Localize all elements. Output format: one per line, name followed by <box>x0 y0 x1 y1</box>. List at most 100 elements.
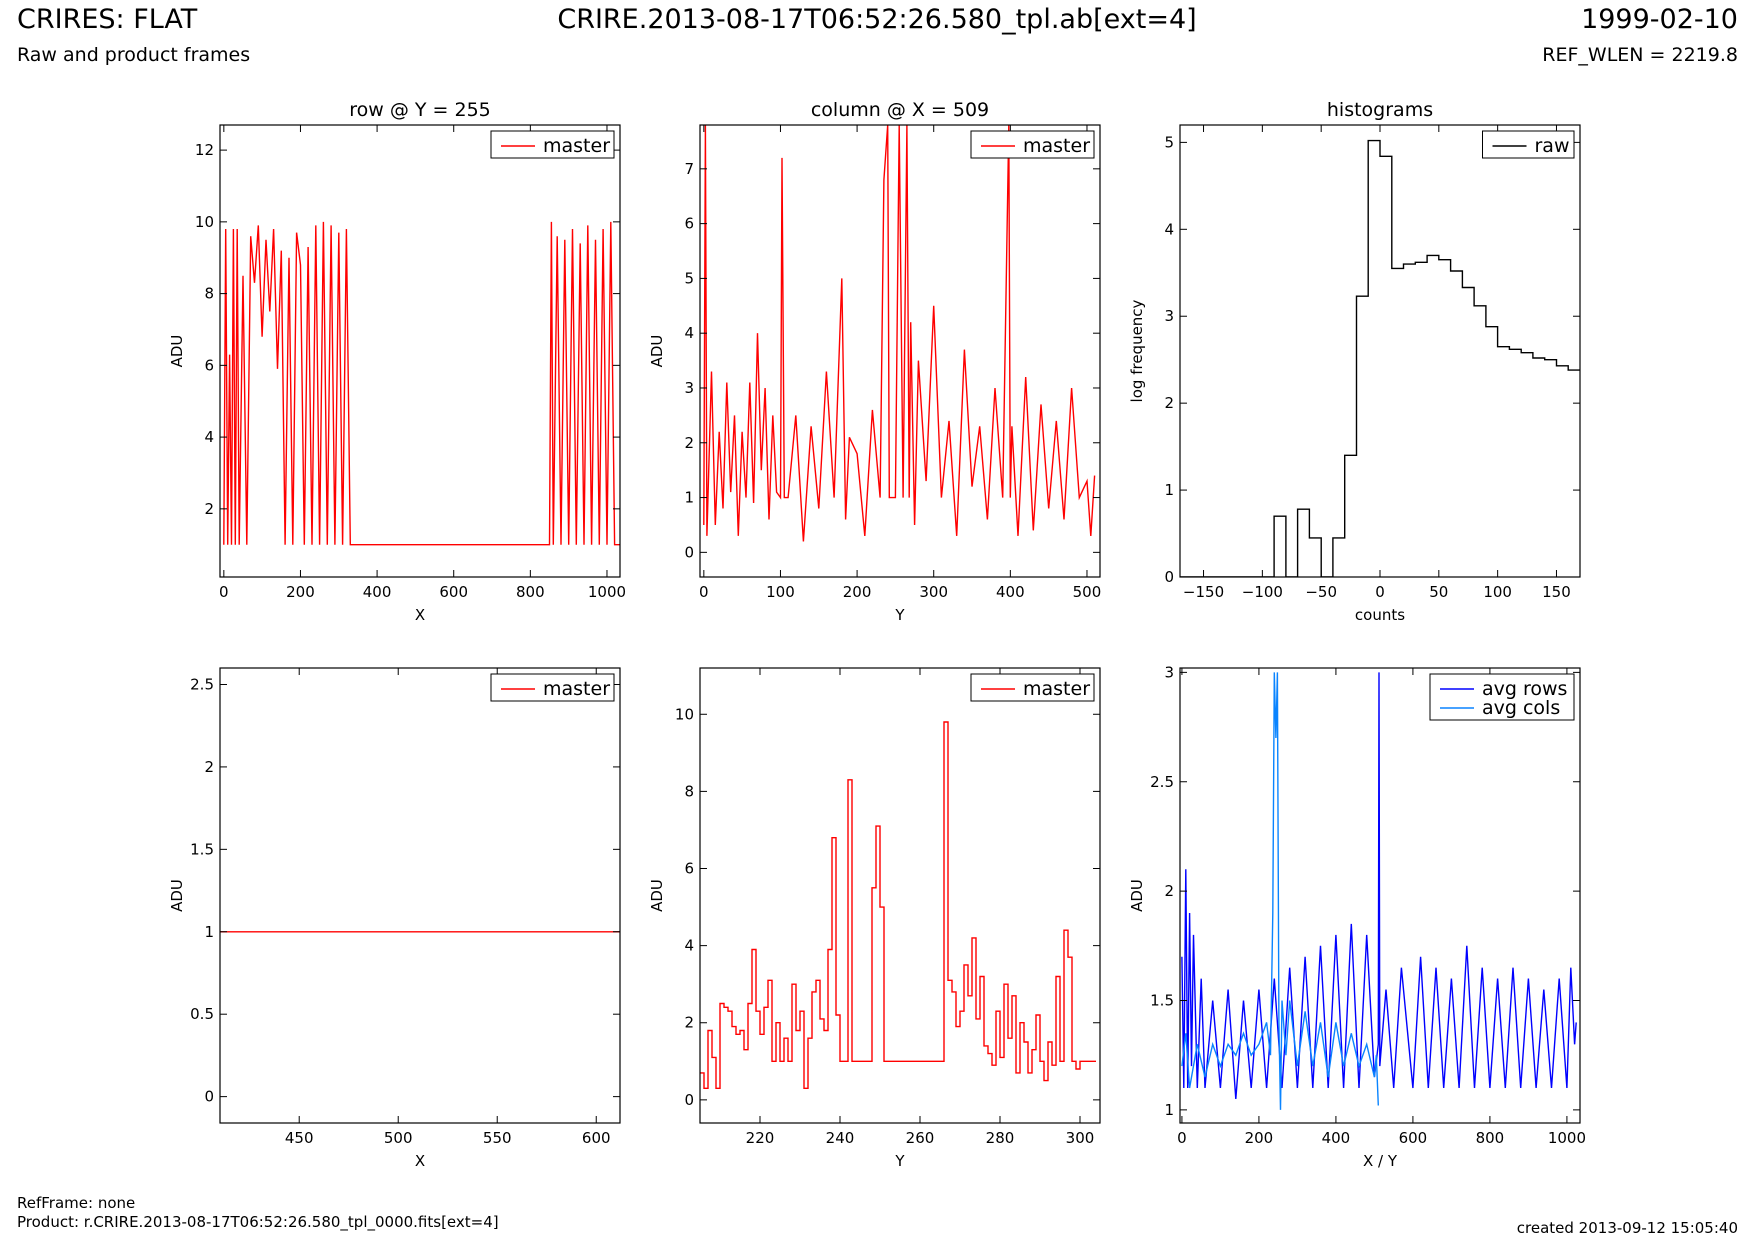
x-tick-label: 260 <box>906 1129 935 1147</box>
average-plot: 0 200 400 600 800 1000 1 1.5 2 2.5 3 X / Y ADU avg ro… <box>1128 663 1586 1170</box>
column-zoom-plot: 220 240 260 280 300 0 2 4 6 8 10 Y ADU master <box>648 667 1101 1170</box>
legend: master <box>970 673 1095 702</box>
legend-box <box>970 130 1095 159</box>
x-tick-label: 300 <box>919 583 948 601</box>
x-tick-label: 400 <box>996 583 1025 601</box>
y-tick-label: 2.5 <box>1150 773 1174 791</box>
x-tick-label: −50 <box>1305 583 1337 601</box>
ref-frame-label: RefFrame: none <box>17 1194 136 1212</box>
y-tick-label: 4 <box>204 428 214 446</box>
ref-wlen-label: REF_WLEN = 2219.8 <box>1542 44 1738 66</box>
x-tick-label: 100 <box>1483 583 1512 601</box>
plot-frame <box>1179 124 1581 578</box>
x-tick-label: 200 <box>286 583 315 601</box>
legend-label: avg cols <box>1482 697 1560 719</box>
x-tick-label: 220 <box>746 1129 775 1147</box>
y-tick-label: 0 <box>204 1088 214 1106</box>
x-axis-label: Y <box>894 1152 905 1170</box>
row-zoom-plot: 450 500 550 600 0 0.5 1 1.5 2 2.5 X ADU master <box>168 667 621 1170</box>
plot-frame <box>219 667 621 1124</box>
legend-box <box>1482 130 1575 159</box>
x-tick-label: 100 <box>766 583 795 601</box>
y-tick-label: 2.5 <box>190 675 214 693</box>
x-axis-label: Y <box>894 606 905 624</box>
plot-frame <box>699 667 1101 1124</box>
y-tick-label: 2 <box>204 758 214 776</box>
series-line-avg-cols <box>1181 672 1379 1110</box>
y-tick-label: 1 <box>1164 481 1174 499</box>
series-line-master <box>703 125 1096 542</box>
y-tick-label: 8 <box>684 782 694 800</box>
y-tick-label: 3 <box>1164 663 1174 681</box>
plot-frame <box>1179 667 1581 1124</box>
x-tick-label: 200 <box>1245 1129 1274 1147</box>
y-tick-label: 7 <box>684 160 694 178</box>
column-plot: 0 100 200 300 400 500 0 1 2 3 4 5 6 7 column @ X = 509… <box>648 99 1101 624</box>
y-tick-label: 3 <box>684 379 694 397</box>
y-tick-label: 2 <box>1164 394 1174 412</box>
x-tick-label: 50 <box>1429 583 1448 601</box>
legend-box <box>490 130 615 159</box>
date-title: 1999-02-10 <box>1581 4 1738 35</box>
y-tick-label: 0.5 <box>190 1005 214 1023</box>
file-name-title: CRIRE.2013-08-17T06:52:26.580_tpl.ab[ext… <box>557 4 1197 35</box>
x-tick-label: 500 <box>384 1129 413 1147</box>
y-tick-label: 1 <box>204 923 214 941</box>
x-tick-label: 550 <box>483 1129 512 1147</box>
y-axis-label: ADU <box>648 335 666 368</box>
y-tick-label: 0 <box>1164 568 1174 586</box>
x-tick-label: 500 <box>1073 583 1102 601</box>
x-tick-label: −150 <box>1183 583 1224 601</box>
plot-frame <box>219 124 621 578</box>
legend-label: avg rows <box>1482 678 1567 700</box>
y-axis-label: ADU <box>648 879 666 912</box>
y-tick-label: 5 <box>1164 133 1174 151</box>
y-tick-label: 1.5 <box>1150 992 1174 1010</box>
x-tick-label: 280 <box>986 1129 1015 1147</box>
y-axis-label: log frequency <box>1128 299 1146 402</box>
x-axis-label: counts <box>1355 606 1405 624</box>
legend-label: master <box>543 678 610 700</box>
y-tick-label: 5 <box>684 269 694 287</box>
report-subtitle: Raw and product frames <box>17 44 251 66</box>
legend-box <box>970 673 1095 702</box>
y-tick-label: 10 <box>195 213 214 231</box>
y-tick-label: 3 <box>1164 307 1174 325</box>
panel-title: histograms <box>1327 99 1433 121</box>
y-tick-label: 1 <box>684 489 694 507</box>
y-tick-label: 2 <box>204 500 214 518</box>
x-tick-label: 0 <box>1177 1129 1187 1147</box>
report-title: CRIRES: FLAT <box>17 4 198 35</box>
y-tick-label: 6 <box>204 356 214 374</box>
x-tick-label: 800 <box>1476 1129 1505 1147</box>
legend: master <box>970 130 1095 159</box>
y-tick-label: 10 <box>675 705 694 723</box>
y-tick-label: 0 <box>684 1091 694 1109</box>
y-tick-label: 8 <box>204 285 214 303</box>
series-line-master <box>700 721 1096 1089</box>
y-tick-label: 2 <box>684 434 694 452</box>
y-tick-label: 2 <box>1164 882 1174 900</box>
x-tick-label: 400 <box>1322 1129 1351 1147</box>
y-tick-label: 1 <box>1164 1101 1174 1119</box>
x-tick-label: −100 <box>1242 583 1283 601</box>
y-tick-label: 4 <box>1164 220 1174 238</box>
x-tick-label: 400 <box>363 583 392 601</box>
x-axis-label: X <box>415 1152 425 1170</box>
row-plot: 0 200 400 600 800 1000 2 4 6 8 10 12 row @ Y = 255 X A… <box>168 99 626 624</box>
x-tick-label: 0 <box>699 583 709 601</box>
series-line-raw <box>1180 139 1580 577</box>
series-line-master <box>223 221 620 546</box>
legend-box <box>1429 673 1575 721</box>
legend: master <box>490 130 615 159</box>
y-tick-label: 2 <box>684 1014 694 1032</box>
x-tick-label: 150 <box>1542 583 1571 601</box>
legend-label: master <box>1023 135 1090 157</box>
x-tick-label: 200 <box>843 583 872 601</box>
panel-title: row @ Y = 255 <box>349 99 491 121</box>
x-tick-label: 800 <box>516 583 545 601</box>
x-tick-label: 1000 <box>1548 1129 1586 1147</box>
y-tick-label: 4 <box>684 937 694 955</box>
